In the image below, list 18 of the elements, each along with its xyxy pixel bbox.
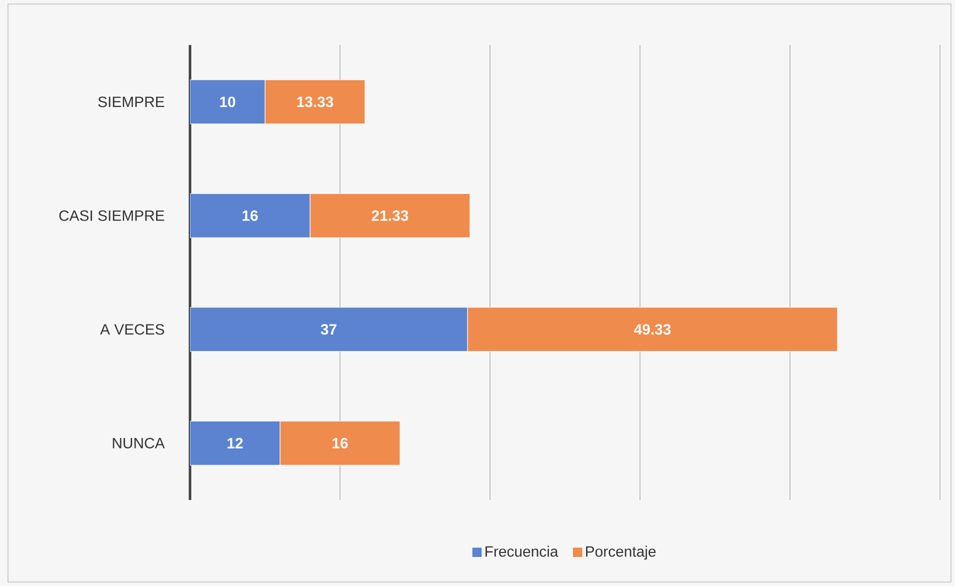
bar [190, 193, 310, 238]
data-label: 12 [228, 438, 243, 448]
bar [190, 420, 280, 466]
legend-label: Frecuencia [486, 546, 558, 557]
data-label: 16 [332, 438, 348, 448]
y-tick-label: NUNCA [112, 438, 165, 448]
data-label: 16 [242, 210, 258, 221]
data-label: 21.33 [372, 210, 408, 221]
y-tick-label: A VECES [100, 324, 164, 335]
bar [190, 307, 468, 352]
data-label: 49.33 [634, 324, 671, 335]
y-tick-label: SIEMPRE [98, 96, 164, 108]
data-label: 10 [220, 96, 236, 108]
data-label: 13.33 [297, 96, 334, 108]
bar [190, 80, 266, 124]
y-tick-label: CASI SIEMPRE [59, 210, 164, 221]
data-label: 37 [320, 324, 336, 335]
legend-label: Porcentaje [586, 546, 656, 560]
